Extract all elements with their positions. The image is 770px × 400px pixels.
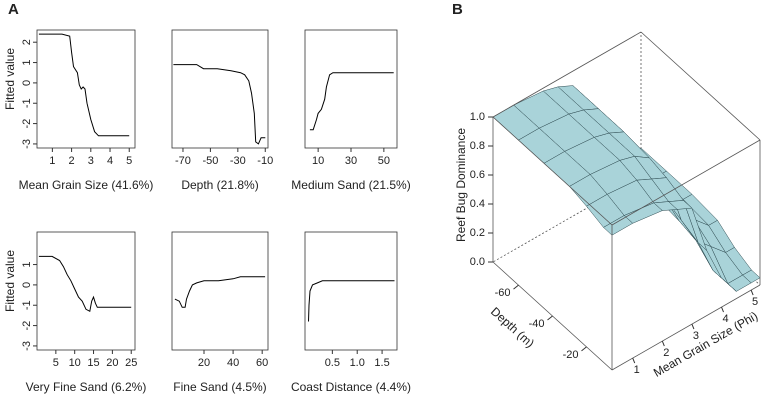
x-tick-label: 25 <box>125 357 137 369</box>
box-edge <box>611 284 761 371</box>
x-axis-label: Medium Sand (21.5%) <box>291 178 410 192</box>
x-axis-label: Coast Distance (4.4%) <box>291 380 411 394</box>
x-tick-label: -30 <box>230 155 246 167</box>
box-edge <box>611 139 761 226</box>
y-tick-label: 2 <box>21 39 33 45</box>
plot-frame <box>36 231 136 351</box>
depth-tick-label: -20 <box>563 349 579 361</box>
x-axis-label: Fine Sand (4.5%) <box>173 380 266 394</box>
x-tick-label: 10 <box>312 155 324 167</box>
plot-frame <box>304 231 398 351</box>
surface-facet <box>603 215 634 236</box>
depth-tick-label: -60 <box>495 287 511 299</box>
x-tick-label: 10 <box>69 357 81 369</box>
x-axis-label: Depth (21.8%) <box>181 178 258 192</box>
y-tick-label: -2 <box>21 119 33 129</box>
z-tick-label: 0.6 <box>470 169 485 181</box>
y-tick-label: 0 <box>21 282 33 288</box>
y-tick-label: 1 <box>21 59 33 65</box>
panel-label: A <box>8 1 19 18</box>
x-axis-label: Mean Grain Size (41.6%) <box>19 178 154 192</box>
grain-tick <box>721 306 724 313</box>
y-tick-label: -3 <box>21 139 33 149</box>
x-tick-label: -50 <box>202 155 218 167</box>
box-edge <box>492 31 642 118</box>
curve <box>38 33 130 137</box>
y-axis-label: Fitted value <box>3 250 17 312</box>
curve <box>309 72 394 131</box>
x-tick-label: 4 <box>107 155 113 167</box>
y-tick-label: 1 <box>21 261 33 267</box>
grain-tick-label: 4 <box>722 313 728 325</box>
box-edge <box>640 31 761 141</box>
grain-tick <box>691 323 695 330</box>
grain-tick-label: 5 <box>752 296 758 308</box>
y-tick-label: -1 <box>21 300 33 310</box>
x-tick-label: -10 <box>257 155 273 167</box>
z-tick-label: 0.2 <box>470 227 485 239</box>
y-tick-label: -1 <box>21 98 33 108</box>
z-tick-label: 0.0 <box>470 256 485 268</box>
grain-tick <box>661 340 665 347</box>
panel-label: B <box>452 1 463 18</box>
x-tick-label: 1.5 <box>374 357 389 369</box>
x-tick-label: 50 <box>378 155 390 167</box>
depth-tick-label: -40 <box>529 318 545 330</box>
grain-tick <box>632 357 636 364</box>
y-axis-label: Fitted value <box>3 48 17 110</box>
x-tick-label: 1 <box>49 155 55 167</box>
plot-frame <box>171 231 269 351</box>
z-axis-label: Reef Bug Dominance <box>454 128 468 242</box>
grain-tick-label: 1 <box>634 364 640 376</box>
depth-tick <box>513 284 519 290</box>
grain-axis-label: Mean Grain Size (Phi) <box>651 309 760 380</box>
x-tick-label: 15 <box>87 357 99 369</box>
plot-frame <box>304 29 398 149</box>
x-tick-label: 30 <box>345 155 357 167</box>
curve <box>308 280 395 322</box>
x-tick-label: -70 <box>175 155 191 167</box>
y-tick-label: -2 <box>21 321 33 331</box>
box-edge <box>492 116 613 226</box>
x-tick-label: 0.5 <box>325 357 340 369</box>
x-tick-label: 3 <box>88 155 94 167</box>
curve <box>173 64 266 145</box>
plot-frame <box>36 29 136 149</box>
depth-tick <box>547 315 553 321</box>
grain-tick-label: 3 <box>693 330 699 342</box>
z-tick-label: 0.8 <box>470 140 485 152</box>
x-tick-label: 20 <box>106 357 118 369</box>
x-axis-label: Very Fine Sand (6.2%) <box>26 380 147 394</box>
grain-tick-label: 2 <box>663 347 669 359</box>
plot-frame <box>171 29 269 149</box>
grain-tick <box>750 289 754 296</box>
x-tick-label: 5 <box>126 155 132 167</box>
x-tick-label: 60 <box>256 357 268 369</box>
curve <box>38 255 132 313</box>
z-tick-label: 1.0 <box>470 111 485 123</box>
x-tick-label: 1.0 <box>350 357 365 369</box>
y-tick-label: -3 <box>21 341 33 351</box>
x-tick-label: 20 <box>198 357 210 369</box>
depth-tick <box>581 346 587 352</box>
z-tick-label: 0.4 <box>470 198 485 210</box>
curve <box>174 276 266 308</box>
y-tick-label: 0 <box>21 80 33 86</box>
x-tick-label: 40 <box>227 357 239 369</box>
x-tick-label: 2 <box>69 155 75 167</box>
x-tick-label: 5 <box>53 357 59 369</box>
